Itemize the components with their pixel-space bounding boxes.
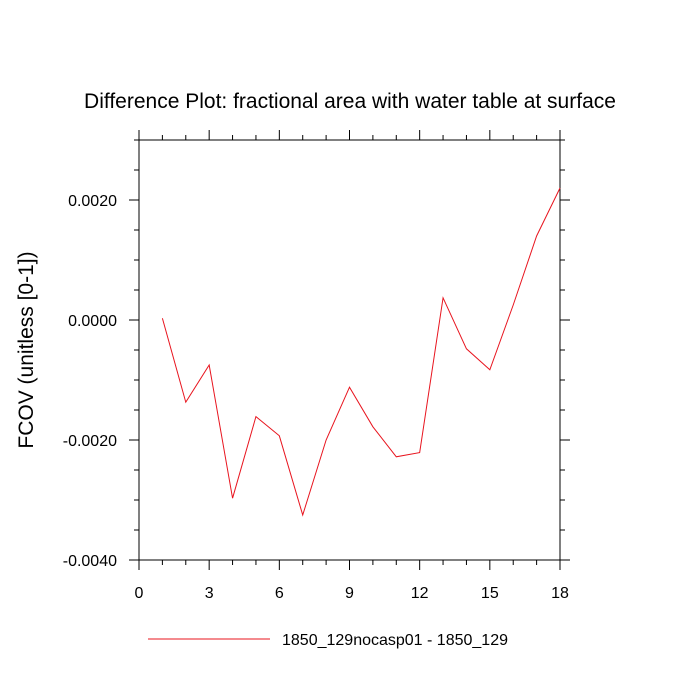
y-tick-label: -0.0020 (63, 433, 117, 450)
series-line (161, 187, 561, 517)
x-tick-labels: 0 3 6 9 12 15 18 (135, 585, 569, 602)
x-tick-label: 15 (481, 585, 499, 602)
axis-ticks (129, 130, 570, 570)
x-tick-label: 3 (205, 585, 214, 602)
x-tick-label: 0 (135, 585, 144, 602)
x-tick-label: 18 (551, 585, 569, 602)
x-tick-label: 12 (411, 585, 429, 602)
y-tick-labels: -0.0040 -0.0020 0.0000 0.0020 (63, 193, 117, 570)
y-tick-label: -0.0040 (63, 553, 117, 570)
x-tick-label: 9 (345, 585, 354, 602)
x-tick-label: 6 (275, 585, 284, 602)
y-tick-label: 0.0020 (68, 193, 117, 210)
y-axis-title: FCOV (unitless [0-1]) (15, 251, 38, 448)
chart-title: Difference Plot: fractional area with wa… (84, 90, 616, 113)
legend-label: 1850_129nocasp01 - 1850_129 (282, 632, 508, 649)
series-group (161, 187, 561, 517)
y-tick-label: 0.0000 (68, 313, 117, 330)
legend: 1850_129nocasp01 - 1850_129 (148, 632, 508, 649)
